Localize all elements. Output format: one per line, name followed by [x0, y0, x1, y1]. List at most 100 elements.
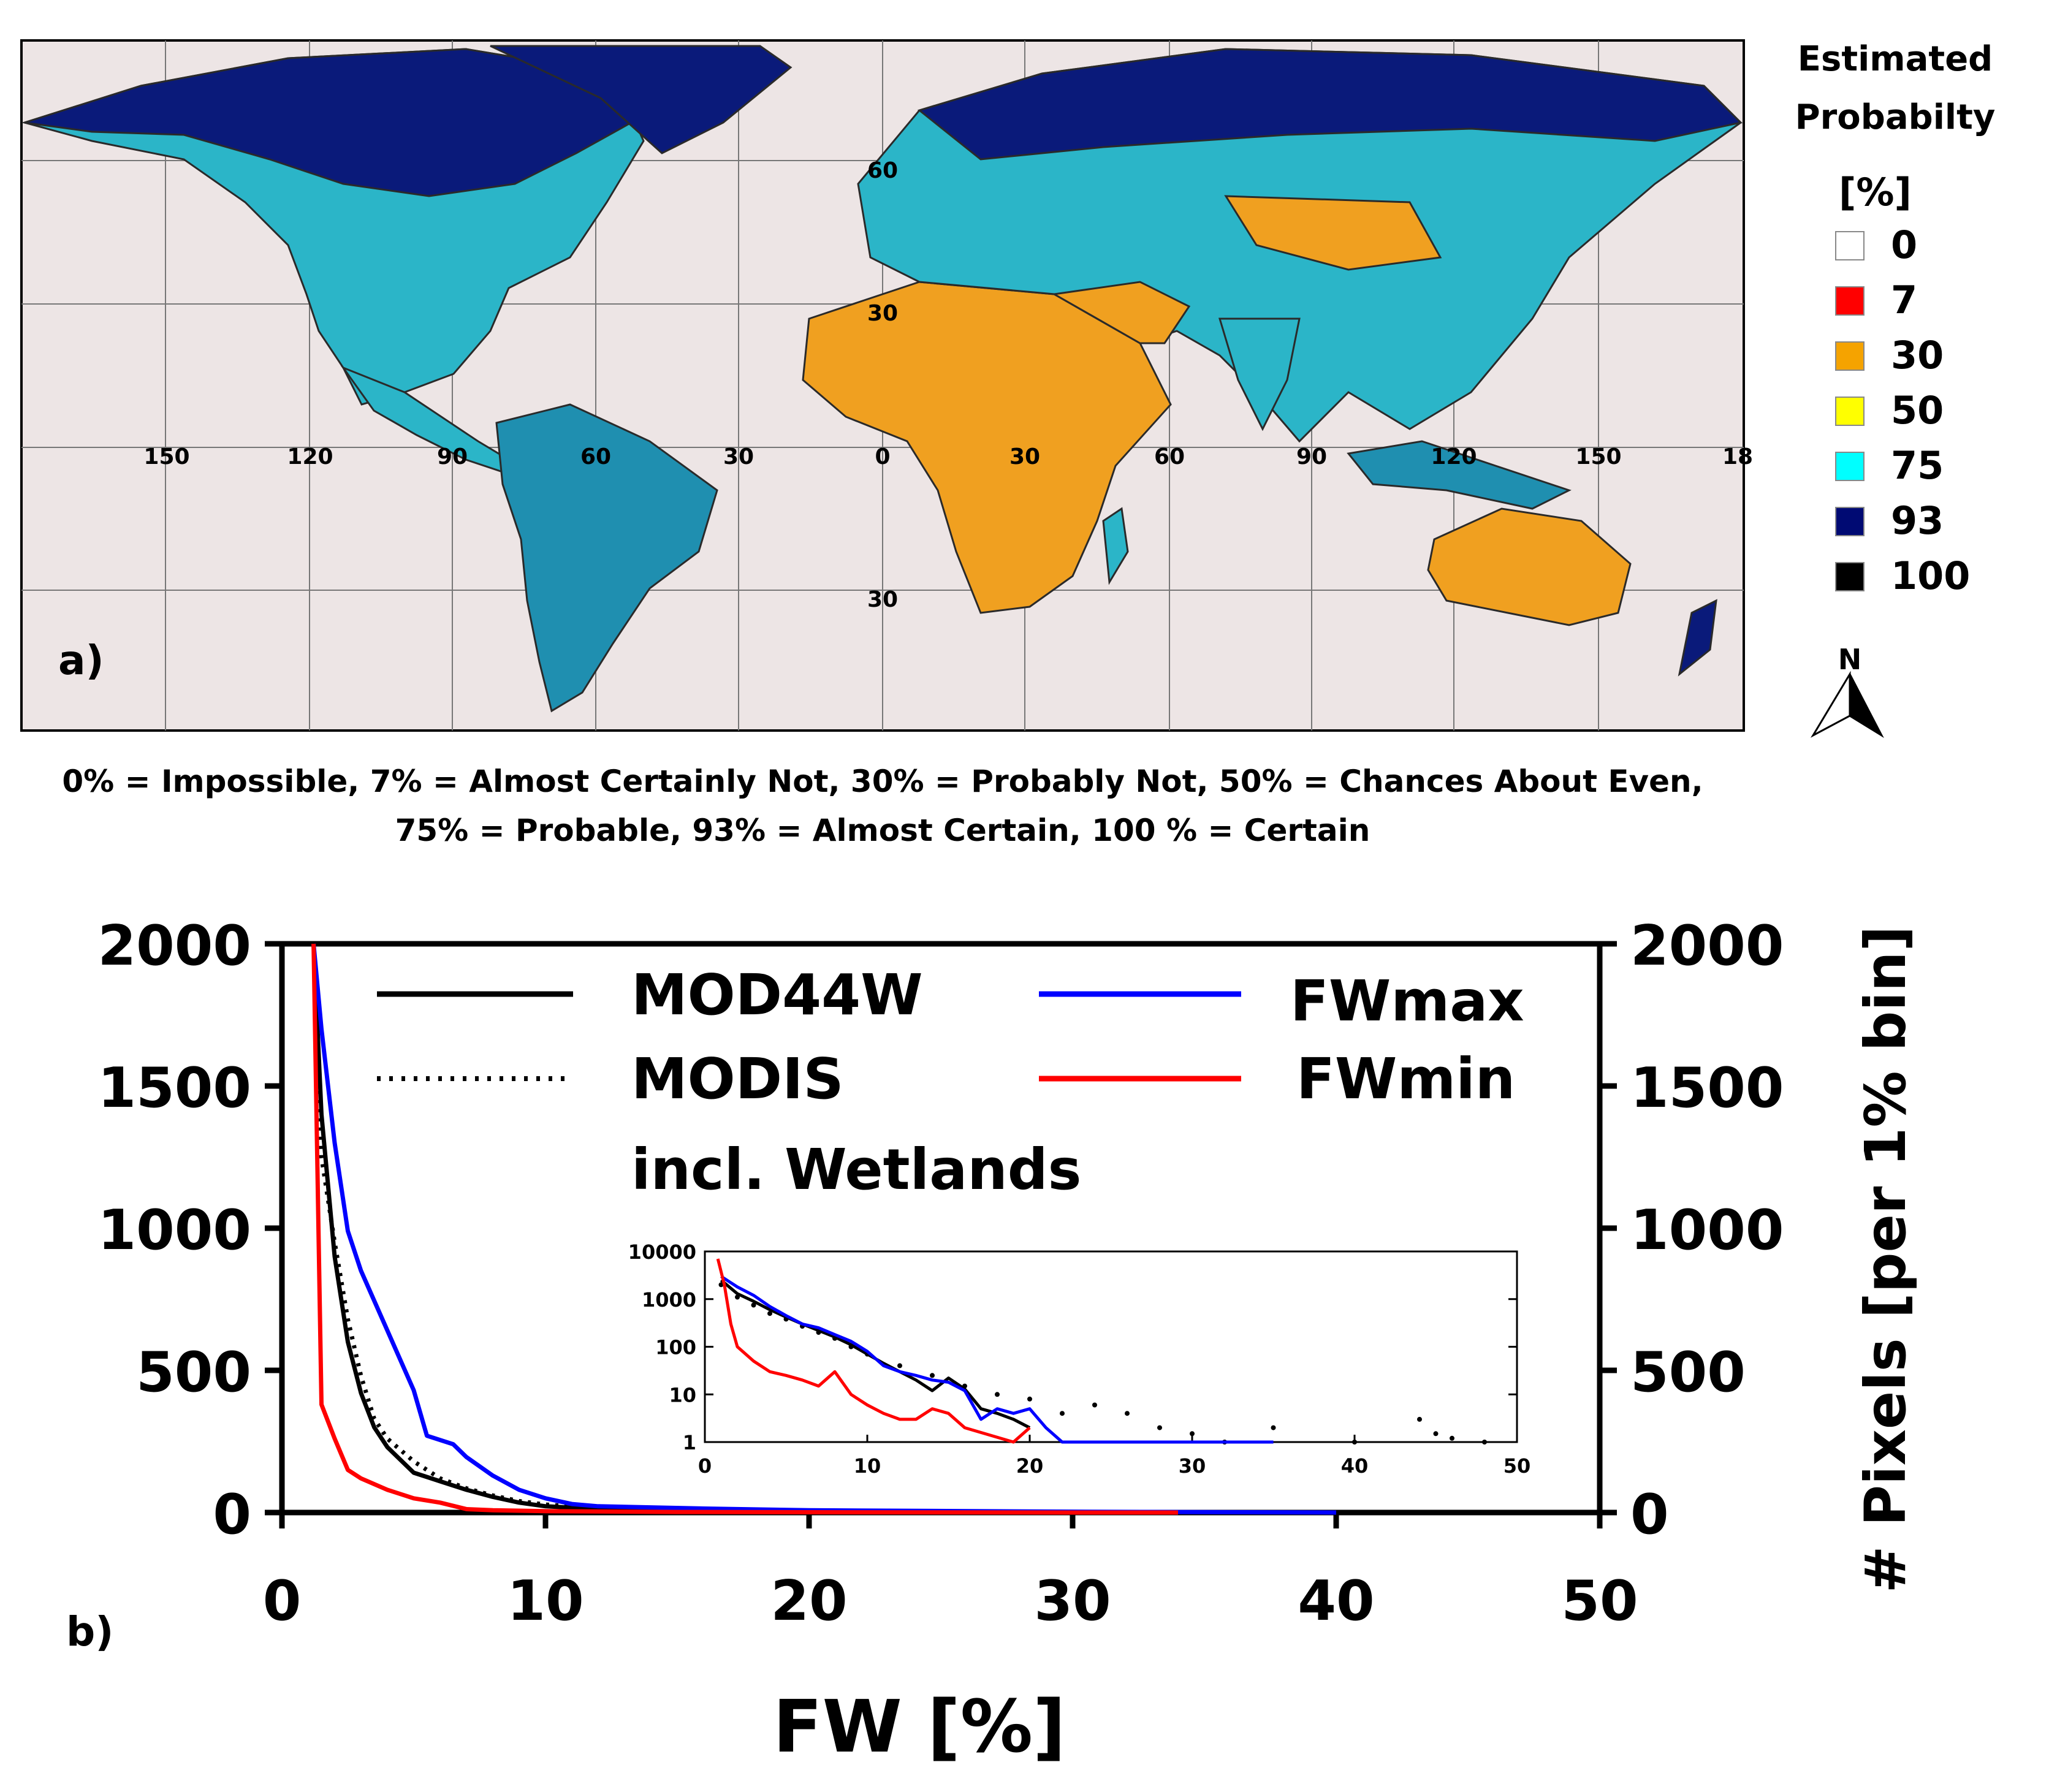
legend-value-label: 50 [1891, 388, 1944, 433]
y-tick-label-left: 1000 [98, 1198, 252, 1262]
inset-y-tick-label: 1 [683, 1431, 696, 1454]
new-zealand [1678, 599, 1717, 677]
longitude-label: 30 [723, 444, 754, 469]
longitude-label: 150 [1575, 444, 1621, 469]
map-panel: 150 120 90 60 30 0 30 60 90 120 150 18 60 30 30 a) Es… [20, 39, 1996, 848]
maritime-se-asia [1347, 440, 1572, 510]
inset-y-tick-label: 100 [655, 1336, 696, 1359]
x-tick-label: 20 [770, 1569, 847, 1633]
inset-point-modis-incl-wetlands [1450, 1435, 1454, 1441]
y-tick-label-right: 1500 [1630, 1056, 1784, 1120]
inset-series-line-fwmax [720, 1275, 1274, 1444]
longitude-label: 0 [875, 444, 890, 469]
series-line-fwmin [311, 943, 1178, 1515]
legend-swatch [1835, 507, 1865, 536]
inset-x-tick-label: 0 [698, 1454, 712, 1478]
india [1218, 317, 1301, 431]
y-axis-title: # Pixels [per 1% bin] [1853, 926, 1918, 1593]
inset-frame [704, 1250, 1518, 1443]
longitude-label: 60 [580, 444, 611, 469]
x-tick-label: 0 [263, 1569, 302, 1633]
legend-swatch [1835, 397, 1865, 426]
longitude-label: 60 [1154, 444, 1185, 469]
inset-point-modis-incl-wetlands [930, 1373, 935, 1378]
latitude-label: 30 [867, 587, 898, 612]
legend-value-label: 93 [1891, 498, 1944, 543]
y-tick-label-right: 1000 [1630, 1198, 1784, 1262]
north-america-north [24, 48, 633, 197]
inset-point-modis-incl-wetlands [751, 1302, 756, 1308]
north-label: N [1838, 643, 1862, 676]
latitude-label: 30 [867, 301, 898, 326]
legend-swatch [1835, 231, 1865, 260]
legend-swatch [1835, 452, 1865, 481]
inset-point-modis-incl-wetlands [1027, 1396, 1032, 1402]
x-tick-label: 50 [1561, 1569, 1638, 1633]
continents [21, 45, 1743, 713]
y-tick-label-right: 500 [1630, 1340, 1746, 1405]
legend-label-modis: MODIS [631, 1046, 844, 1112]
inset-point-modis-incl-wetlands [995, 1392, 1000, 1397]
inset-point-modis-incl-wetlands [1157, 1425, 1162, 1430]
inset-point-modis-incl-wetlands [816, 1330, 821, 1335]
longitude-label: 30 [1009, 444, 1040, 469]
greenland [490, 45, 793, 154]
inset-point-modis-incl-wetlands [1433, 1431, 1439, 1437]
main-chart-series [311, 943, 1337, 1515]
inset-point-modis-incl-wetlands [1417, 1416, 1422, 1422]
legend-value-label: 30 [1891, 333, 1944, 378]
longitude-label: 150 [143, 444, 189, 469]
legend-label-fwmin: FWmin [1296, 1046, 1515, 1112]
panel-a-label: a) [58, 637, 104, 684]
y-tick-label-right: 2000 [1630, 914, 1784, 978]
y-tick-label-left: 1500 [98, 1056, 252, 1120]
x-tick-label: 40 [1298, 1569, 1374, 1633]
inset-x-tick-label: 20 [1016, 1454, 1044, 1478]
inset-x-tick-label: 40 [1341, 1454, 1369, 1478]
inset-x-tick-label: 30 [1179, 1454, 1206, 1478]
inset-point-modis-incl-wetlands [832, 1335, 837, 1341]
inset-point-modis-incl-wetlands [1482, 1440, 1487, 1445]
eurasia-north [917, 48, 1743, 161]
inset-series-line-fwmin [716, 1258, 1031, 1444]
inset-point-modis-incl-wetlands [1060, 1411, 1065, 1416]
legend-title-line2: Probabilty [1795, 97, 1996, 137]
arabia-central-asia [1051, 195, 1442, 344]
inset-point-modis-incl-wetlands [1190, 1431, 1195, 1437]
inset-point-modis-incl-wetlands [767, 1311, 772, 1316]
inset-x-tick-label: 50 [1503, 1454, 1531, 1478]
longitude-label: 120 [1431, 444, 1477, 469]
inset-chart-series [716, 1258, 1487, 1445]
legend-label-fwmax: FWmax [1290, 968, 1524, 1034]
inset-point-modis-incl-wetlands [1352, 1440, 1357, 1445]
longitude-label: 120 [287, 444, 333, 469]
inset-point-modis-incl-wetlands [897, 1363, 902, 1369]
x-tick-label: 10 [507, 1569, 584, 1633]
legend-swatch [1835, 341, 1865, 371]
legend-value-label: 7 [1891, 278, 1917, 322]
legend-value-label: 100 [1891, 553, 1970, 598]
inset-point-modis-incl-wetlands [1125, 1411, 1130, 1416]
legend-label-mod44w: MOD44W [631, 962, 923, 1028]
madagascar [1102, 507, 1129, 585]
inset-point-modis-incl-wetlands [962, 1383, 967, 1389]
y-tick-label-left: 0 [213, 1483, 251, 1547]
north-arrow-icon: N [1810, 643, 1884, 738]
south-america [495, 403, 718, 713]
caption-line2: 75% = Probable, 93% = Almost Certain, 10… [395, 813, 1370, 848]
inset-point-modis-incl-wetlands [735, 1294, 740, 1300]
inset-point-modis-incl-wetlands [718, 1282, 724, 1288]
australia [1427, 507, 1632, 626]
inset-point-modis-incl-wetlands [1092, 1402, 1097, 1408]
x-tick-label: 30 [1034, 1569, 1111, 1633]
legend-swatch [1835, 286, 1865, 316]
y-tick-label-left: 2000 [98, 914, 252, 978]
legend-value-label: 0 [1891, 222, 1917, 267]
inset-x-tick-label: 10 [854, 1454, 881, 1478]
x-axis-title: FW [%] [773, 1684, 1066, 1769]
caption-line1: 0% = Impossible, 7% = Almost Certainly N… [62, 764, 1703, 799]
legend-swatch [1835, 562, 1865, 591]
